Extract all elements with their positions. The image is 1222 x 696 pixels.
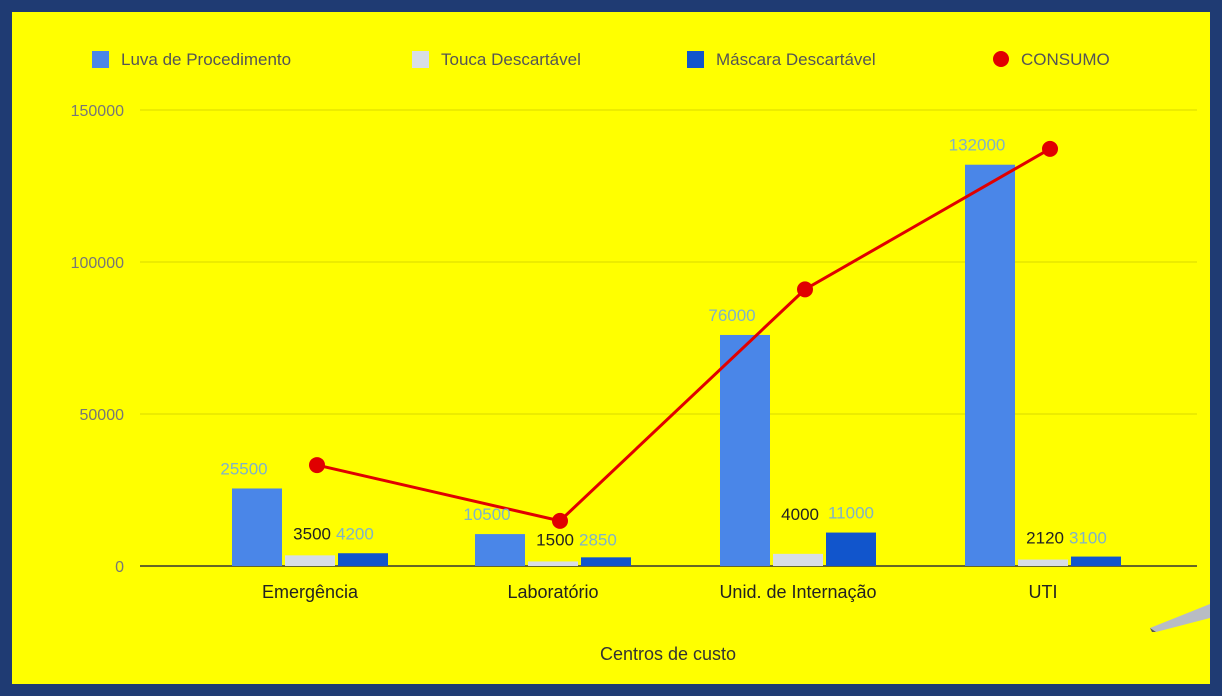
data-label-touca-descartavel-uti: 2120 — [1026, 529, 1064, 548]
bar-luva-de-procedimento-unid-de-internacao — [720, 334, 770, 566]
data-label-luva-de-procedimento-emergencia: 25500 — [220, 459, 267, 478]
legend-label-luva-de-procedimento: Luva de Procedimento — [121, 50, 291, 69]
point-consumo-unid-de-internacao — [797, 281, 813, 298]
bar-mascara-descartavel-unid-de-internacao — [826, 532, 876, 566]
bar-luva-de-procedimento-emergencia — [232, 488, 282, 566]
legend-label-consumo: CONSUMO — [1021, 50, 1110, 69]
gridlines — [140, 109, 1197, 567]
x-axis-categories: Emergência Laboratório Unid. de Internação… — [262, 582, 1058, 602]
x-tick-label-unid-de-internacao: Unid. de Internação — [719, 582, 876, 602]
y-tick-label: 50000 — [80, 407, 125, 424]
point-consumo-uti — [1042, 140, 1058, 157]
legend-swatch-consumo — [993, 51, 1009, 67]
data-label-mascara-descartavel-unid-de-internacao: 11000 — [828, 504, 874, 523]
point-consumo-laboratorio — [552, 512, 568, 529]
combo-chart: Luva de Procedimento Touca Descartável Más… — [71, 50, 1197, 664]
bar-touca-descartavel-uti — [1018, 559, 1068, 566]
bar-luva-de-procedimento-laboratorio — [475, 534, 525, 566]
legend-label-touca-descartavel: Touca Descartável — [441, 50, 581, 69]
data-label-mascara-descartavel-uti: 3100 — [1069, 529, 1107, 548]
x-tick-label-uti: UTI — [1029, 582, 1058, 602]
data-label-touca-descartavel-unid-de-internacao: 4000 — [781, 505, 819, 524]
y-tick-label: 0 — [115, 559, 124, 576]
pen-icon — [1150, 604, 1210, 632]
data-label-touca-descartavel-emergencia: 3500 — [293, 524, 331, 543]
bar-mascara-descartavel-emergencia — [338, 553, 388, 566]
legend-swatch-mascara-descartavel — [687, 51, 704, 68]
data-label-mascara-descartavel-emergencia: 4200 — [336, 524, 374, 543]
data-label-luva-de-procedimento-laboratorio: 10500 — [463, 505, 510, 524]
data-label-luva-de-procedimento-uti: 132000 — [949, 136, 1006, 155]
y-axis-ticks: 150000 100000 50000 0 — [71, 103, 124, 576]
line-consumo — [316, 147, 1051, 523]
y-tick-label: 100000 — [71, 255, 124, 272]
bar-touca-descartavel-emergencia — [285, 555, 335, 566]
bar-mascara-descartavel-laboratorio — [581, 557, 631, 566]
x-tick-label-emergencia: Emergência — [262, 582, 359, 602]
bar-luva-de-procedimento-uti — [965, 164, 1015, 566]
y-tick-label: 150000 — [71, 103, 124, 120]
legend: Luva de Procedimento Touca Descartável Más… — [92, 50, 1110, 69]
bar-touca-descartavel-unid-de-internacao — [773, 553, 823, 566]
data-label-touca-descartavel-laboratorio: 1500 — [536, 530, 574, 549]
bars — [232, 164, 1121, 566]
x-axis-title: Centros de custo — [600, 644, 736, 664]
legend-swatch-touca-descartavel — [412, 51, 429, 68]
data-label-mascara-descartavel-laboratorio: 2850 — [579, 530, 617, 549]
data-label-luva-de-procedimento-unid-de-internacao: 76000 — [708, 306, 755, 325]
x-tick-label-laboratorio: Laboratório — [507, 582, 598, 602]
bar-touca-descartavel-laboratorio — [528, 561, 578, 566]
legend-swatch-luva-de-procedimento — [92, 51, 109, 68]
chart-panel: Luva de Procedimento Touca Descartável Más… — [12, 12, 1210, 684]
data-labels: 25500 10500 76000 132000 3500 1500 4000 2120 420… — [220, 136, 1106, 550]
consumo-line — [309, 140, 1058, 529]
bar-mascara-descartavel-uti — [1071, 556, 1121, 566]
point-consumo-emergencia — [309, 457, 325, 474]
legend-label-mascara-descartavel: Máscara Descartável — [716, 50, 876, 69]
